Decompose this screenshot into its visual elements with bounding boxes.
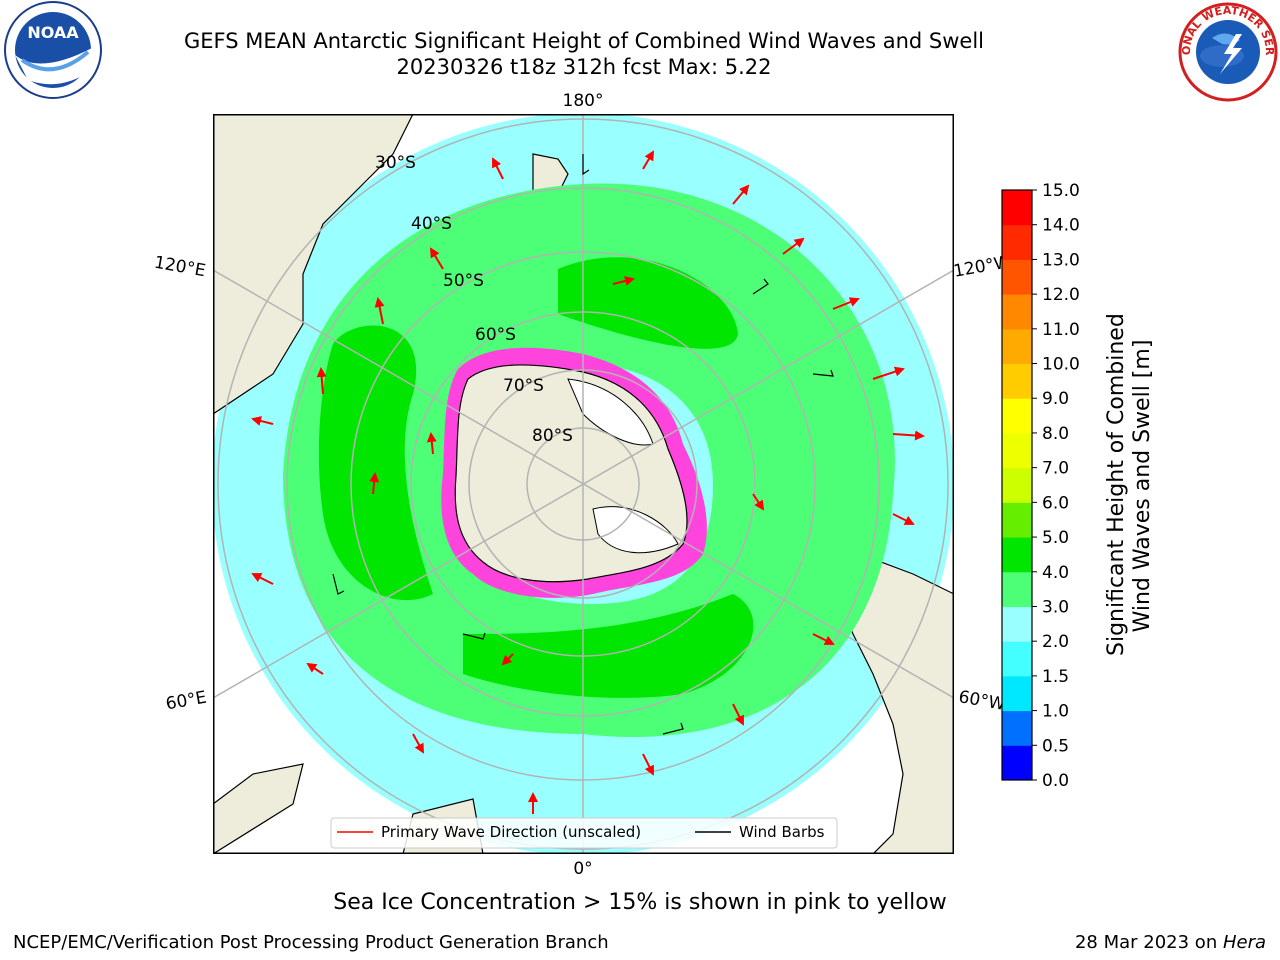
colorbar-tick-label: 15.0 [1042, 181, 1080, 201]
colorbar-tick-label: 5.0 [1042, 528, 1069, 548]
colorbar-segment [1002, 467, 1032, 503]
colorbar-tick-label: 13.0 [1042, 250, 1080, 270]
colorbar-segment [1002, 745, 1032, 781]
wave-belt-mid [283, 183, 895, 737]
lat-label-70s: 70°S [503, 376, 544, 396]
wave-belt-high-west [318, 325, 433, 601]
colorbar-segment [1002, 432, 1032, 469]
lat-label-60s: 60°S [475, 325, 516, 345]
polar-map: 30°S 40°S 50°S 60°S 70°S 80°S Primary Wa… [213, 114, 954, 854]
colorbar-segment [1002, 294, 1032, 330]
colorbar-tick-label: 4.0 [1042, 563, 1069, 583]
colorbar-tick-label: 6.0 [1042, 493, 1069, 513]
noaa-logo-text: NOAA [27, 23, 79, 42]
colorbar-tick-label: 2.0 [1042, 632, 1069, 652]
colorbar-tick-label: 9.0 [1042, 389, 1069, 409]
wind-barbs [332, 154, 834, 735]
colorbar-segment [1002, 502, 1032, 538]
meridian-label-120e: 120°E [153, 253, 207, 282]
wave-arrows [251, 150, 925, 814]
meridian-label-60e: 60°E [164, 688, 208, 715]
noaa-logo: NOAA [4, 1, 102, 99]
colorbar-segment [1002, 571, 1032, 607]
lat-label-30s: 30°S [375, 153, 416, 173]
colorbar-segment [1002, 675, 1032, 712]
colorbar-tick-label: 0.0 [1042, 771, 1069, 791]
footer-date-text: 28 Mar 2023 on [1074, 932, 1223, 953]
colorbar-tick-label: 11.0 [1042, 320, 1080, 340]
colorbar-tick-label: 8.0 [1042, 424, 1069, 444]
colorbar-tick-label: 10.0 [1042, 355, 1080, 375]
colorbar-label: Significant Height of Combined Wind Wave… [1104, 313, 1156, 656]
footer-credit: NCEP/EMC/Verification Post Processing Pr… [13, 932, 609, 953]
colorbar-segment [1002, 328, 1032, 365]
colorbar-segment [1002, 259, 1032, 295]
colorbar-label-line2: Wind Waves and Swell [m] [1130, 339, 1155, 633]
meridian-label-0: 0° [573, 859, 592, 879]
footer-date: 28 Mar 2023 on Hera [1075, 932, 1266, 953]
chart-subtitle: 20230326 t18z 312h fcst Max: 5.22 [396, 55, 772, 79]
colorbar-segment [1002, 224, 1032, 260]
colorbar-frame [1001, 189, 1033, 781]
colorbar-label-line1: Significant Height of Combined [1104, 313, 1129, 656]
legend-wind-label: Wind Barbs [739, 823, 825, 841]
colorbar-tick-label: 1.0 [1042, 702, 1069, 722]
land-africa [213, 763, 304, 854]
colorbar: 0.0 0.5 1.0 1.5 2.0 3.0 4.0 5.0 6.0 7.0 8.0 9.0 10.0… [1001, 181, 1080, 791]
chart-title: GEFS MEAN Antarctic Significant Height o… [183, 29, 985, 53]
colorbar-segment [1002, 606, 1032, 642]
lat-label-50s: 50°S [443, 271, 484, 291]
colorbar-tick-label: 1.5 [1042, 667, 1069, 687]
colorbar-tick-label: 12.0 [1042, 285, 1080, 305]
lat-label-80s: 80°S [532, 426, 573, 446]
colorbar-tick-label: 3.0 [1042, 597, 1069, 617]
graticule [213, 114, 954, 854]
meridian-label-180: 180° [563, 91, 604, 111]
footer-host: Hera [1222, 932, 1266, 953]
colorbar-segment [1002, 363, 1032, 399]
nws-logo: NATIONAL WEATHER SERVICE [1176, 0, 1278, 102]
sea-ice-caption: Sea Ice Concentration > 15% is shown in … [333, 890, 947, 915]
colorbar-segment [1002, 398, 1032, 434]
colorbar-segment [1002, 190, 1032, 226]
lat-label-40s: 40°S [411, 214, 452, 234]
wave-belt-high-south [463, 594, 754, 698]
land-australia [213, 114, 414, 415]
map-legend: Primary Wave Direction (unscaled) Wind B… [330, 817, 838, 849]
colorbar-tick-label: 7.0 [1042, 459, 1069, 479]
colorbar-tick-label: 14.0 [1042, 216, 1080, 236]
colorbar-segment [1002, 641, 1032, 677]
colorbar-segment [1002, 710, 1032, 746]
colorbar-segment [1002, 537, 1032, 573]
colorbar-tick-label: 0.5 [1042, 736, 1069, 756]
legend-wave-label: Primary Wave Direction (unscaled) [381, 823, 641, 841]
